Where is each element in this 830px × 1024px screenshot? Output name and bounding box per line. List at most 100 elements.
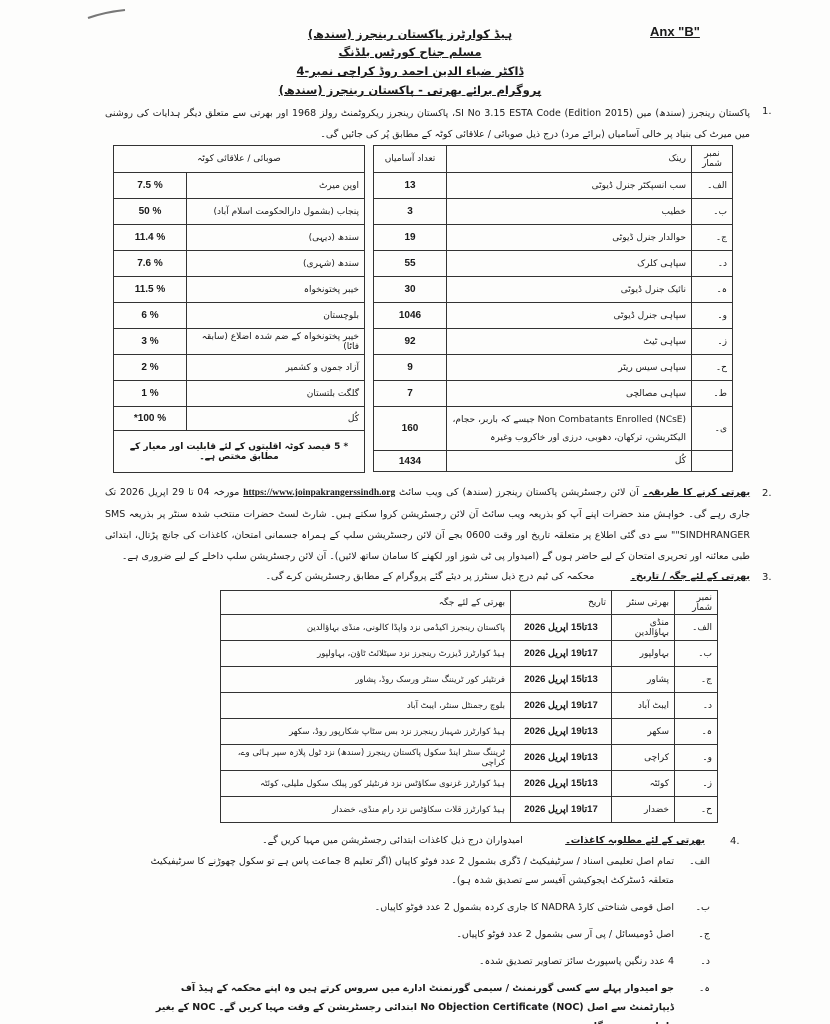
place-cell: ہیڈ کوارٹرز ڈیزرٹ رینجرز نزد سیٹلائٹ ٹاؤ… — [220, 640, 511, 667]
registration-link[interactable]: https://www.joinpakrangerssindh.org — [243, 488, 396, 498]
para3-number: 3. — [762, 572, 772, 583]
header-count: تعداد آسامیاں — [373, 145, 447, 173]
item-label: الف۔ — [689, 856, 710, 867]
place-cell: پاکستان رینجرز اکیڈمی نزد واپڈا کالونی، … — [220, 614, 511, 641]
table-row: ج۔ حوالدار جنرل ڈیوٹی 19 — [373, 224, 733, 251]
serial-cell: ط۔ — [691, 380, 733, 407]
count-cell: 30 — [373, 276, 447, 303]
region-cell: گلگت بلتستان — [186, 380, 365, 407]
rank-cell: خطیب — [446, 198, 692, 225]
para3-heading: بھرتی کے لئے جگہ / تاریخ۔ — [630, 571, 750, 582]
item-label: ب۔ — [695, 902, 710, 913]
table-row: الف۔ منڈی بہاؤالدین 13تا15 اپریل 2026 پاکست… — [220, 614, 718, 641]
table-row: سندھ (شہری) 7.6 % — [113, 250, 365, 277]
serial-cell: ی۔ — [691, 406, 733, 451]
document-item: د۔ 4 عدد رنگین پاسپورٹ سائز تصاویر تصدیق … — [150, 952, 710, 971]
pct-cell: 6 % — [113, 302, 187, 329]
count-cell: 9 — [373, 354, 447, 381]
header-date: تاریخ — [510, 590, 612, 615]
header-line-3: ڈاکٹر ضیاء الدین احمد روڈ کراچی نمبر-4 — [296, 64, 524, 78]
table-row: و۔ سپاہی جنرل ڈیوٹی 1046 — [373, 302, 733, 329]
place-cell: ہیڈ کوارٹرز شہباز رینجرز نزد بس سٹاپ شکا… — [220, 718, 511, 745]
para3-body: محکمہ کی ٹیم درج ذیل سنٹرز پر دیئے گئے پ… — [265, 571, 595, 582]
count-cell: 19 — [373, 224, 447, 251]
date-cell: 13تا15 اپریل 2026 — [510, 666, 612, 693]
place-cell: ٹریننگ سنٹر اینڈ سکول پاکستان رینجرز (سن… — [220, 744, 511, 771]
count-cell: 92 — [373, 328, 447, 355]
documents-list: الف۔ تمام اصل تعلیمی اسناد / سرٹیفیکیٹ / … — [150, 852, 710, 1024]
posts-total-row: کُل 1434 — [373, 450, 733, 472]
date-cell: 13تا19 اپریل 2026 — [510, 744, 612, 771]
rank-cell: سب انسپکٹر جنرل ڈیوٹی — [446, 172, 692, 199]
header-line-2: مسلم جناح کورٹس بلڈنگ — [338, 45, 482, 59]
header-center: بھرتی سنٹر — [611, 590, 675, 615]
table-row: ز۔ کوئٹہ 13تا15 اپریل 2026 ہیڈ کوارٹرز غزنو… — [220, 770, 718, 797]
region-cell: سندھ (شہری) — [186, 250, 365, 277]
table-row: بلوچستان 6 % — [113, 302, 365, 329]
header-serial: نمبر شمار — [691, 145, 733, 173]
serial-cell: ح۔ — [674, 796, 718, 823]
item-text: تمام اصل تعلیمی اسناد / سرٹیفیکیٹ / ڈگری… — [150, 856, 674, 886]
pct-cell: 7.5 % — [113, 172, 187, 199]
serial-cell: د۔ — [674, 692, 718, 719]
quota-table: صوبائی / علاقائی کوٹہ اوپن میرٹ 7.5 % پنجاب… — [113, 145, 365, 473]
place-cell: ہیڈ کوارٹرز قلات سکاؤٹس نزد رام منڈی، خض… — [220, 796, 511, 823]
serial-cell: ج۔ — [691, 224, 733, 251]
serial-cell: و۔ — [674, 744, 718, 771]
serial-cell: ب۔ — [674, 640, 718, 667]
header-serial: نمبر شمار — [674, 590, 718, 615]
header-line-4: پروگرام برائے بھرتی - پاکستان رینجرز (سن… — [278, 83, 542, 97]
quota-total-row: کُل *100 % — [113, 406, 365, 431]
serial-cell: ج۔ — [674, 666, 718, 693]
place-cell: فرنٹیئر کور ٹریننگ سنٹر ورسک روڈ، پشاور — [220, 666, 511, 693]
para2-number: 2. — [762, 488, 772, 499]
rank-cell: سپاہی مصالچی — [446, 380, 692, 407]
item-text: اصل قومی شناختی کارڈ NADRA کا جاری کردہ … — [374, 902, 674, 913]
place-cell: ہیڈ کوارٹرز غزنوی سکاؤٹس نزد فرنٹیئر کور… — [220, 770, 511, 797]
date-cell: 17تا19 اپریل 2026 — [510, 796, 612, 823]
pct-cell: 3 % — [113, 328, 187, 355]
para1-number: 1. — [762, 106, 772, 117]
region-cell: سندھ (دیہی) — [186, 224, 365, 251]
rank-cell: Non Combatants Enrolled (NCsE) جیسے کہ ب… — [446, 406, 692, 451]
date-cell: 17تا19 اپریل 2026 — [510, 692, 612, 719]
quota-header: صوبائی / علاقائی کوٹہ — [113, 145, 365, 173]
table-row: گلگت بلتستان 1 % — [113, 380, 365, 407]
total-count: 1434 — [373, 450, 447, 472]
pen-mark — [87, 9, 126, 19]
pct-cell: 7.6 % — [113, 250, 187, 277]
item-label: د۔ — [700, 956, 710, 967]
header-place: بھرتی کے لئے جگہ — [220, 590, 511, 615]
rank-cell: نائیک جنرل ڈیوٹی — [446, 276, 692, 303]
region-cell: اوپن میرٹ — [186, 172, 365, 199]
pct-cell: 1 % — [113, 380, 187, 407]
table-row: و۔ کراچی 13تا19 اپریل 2026 ٹریننگ سنٹر اینڈ… — [220, 744, 718, 771]
rank-cell: حوالدار جنرل ڈیوٹی — [446, 224, 692, 251]
table-row: آزاد جموں و کشمیر 2 % — [113, 354, 365, 381]
para4-text: بھرتی کے لئے مطلوبہ کاغذات۔ امیدواران در… — [150, 830, 705, 851]
table-row: ب۔ بہاولپور 17تا19 اپریل 2026 ہیڈ کوارٹرز ڈ… — [220, 640, 718, 667]
header-line-1: ہیڈ کوارٹرز پاکستان رینجرز (سندھ) — [307, 27, 513, 41]
para2-text: بھرتی کرنے کا طریقہ۔ آن لائن رجسٹریشن پا… — [105, 482, 750, 567]
center-cell: سکھر — [611, 718, 675, 745]
serial-cell: ح۔ — [691, 354, 733, 381]
region-cell: پنجاب (بشمول دارالحکومت اسلام آباد) — [186, 198, 365, 225]
table-row: ہ۔ نائیک جنرل ڈیوٹی 30 — [373, 276, 733, 303]
table-row: ہ۔ سکھر 13تا19 اپریل 2026 ہیڈ کوارٹرز شہباز… — [220, 718, 718, 745]
center-cell: خضدار — [611, 796, 675, 823]
serial-cell: ز۔ — [674, 770, 718, 797]
count-cell: 13 — [373, 172, 447, 199]
region-cell: آزاد جموں و کشمیر — [186, 354, 365, 381]
total-label: کُل — [446, 450, 692, 472]
serial-cell: د۔ — [691, 250, 733, 277]
count-cell: 55 — [373, 250, 447, 277]
table-row: الف۔ سب انسپکٹر جنرل ڈیوٹی 13 — [373, 172, 733, 199]
table-row: ط۔ سپاہی مصالچی 7 — [373, 380, 733, 407]
date-cell: 17تا19 اپریل 2026 — [510, 640, 612, 667]
rank-cell: سپاہی کلرک — [446, 250, 692, 277]
count-cell: 7 — [373, 380, 447, 407]
pct-cell: 11.5 % — [113, 276, 187, 303]
document-item: ب۔ اصل قومی شناختی کارڈ NADRA کا جاری کرد… — [150, 898, 710, 917]
para2-text-b: مورخہ 04 تا 29 اپریل 2026 تک جاری رہے گی… — [105, 487, 750, 562]
table-row: ج۔ پشاور 13تا15 اپریل 2026 فرنٹیئر کور ٹرین… — [220, 666, 718, 693]
